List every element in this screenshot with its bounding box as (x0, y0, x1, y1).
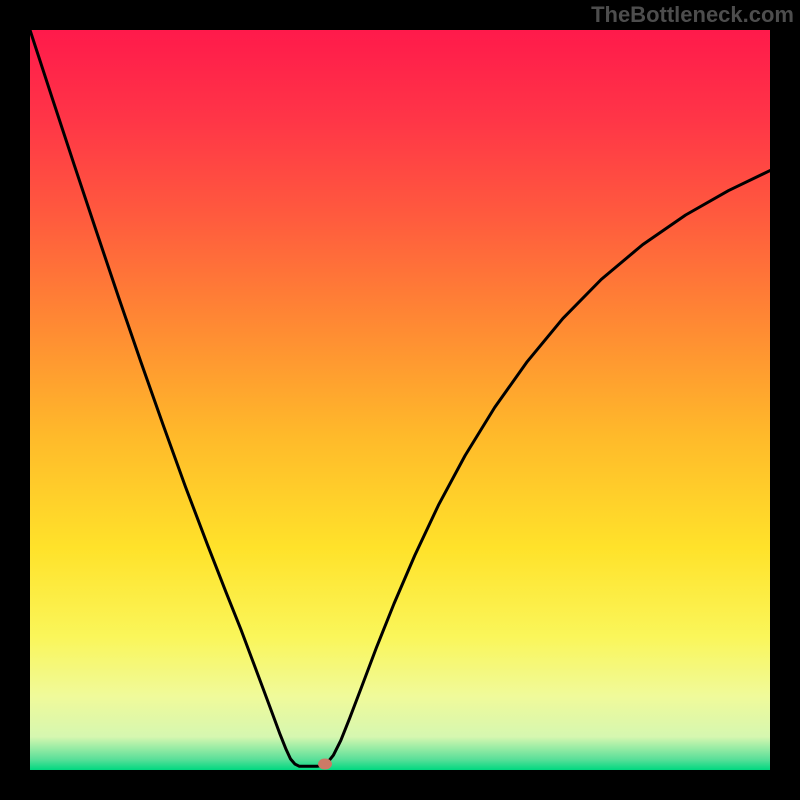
minimum-marker-dot (318, 759, 332, 770)
chart-frame: TheBottleneck.com (0, 0, 800, 800)
bottleneck-curve (30, 30, 770, 770)
plot-area (30, 30, 770, 770)
watermark-text: TheBottleneck.com (591, 2, 794, 28)
